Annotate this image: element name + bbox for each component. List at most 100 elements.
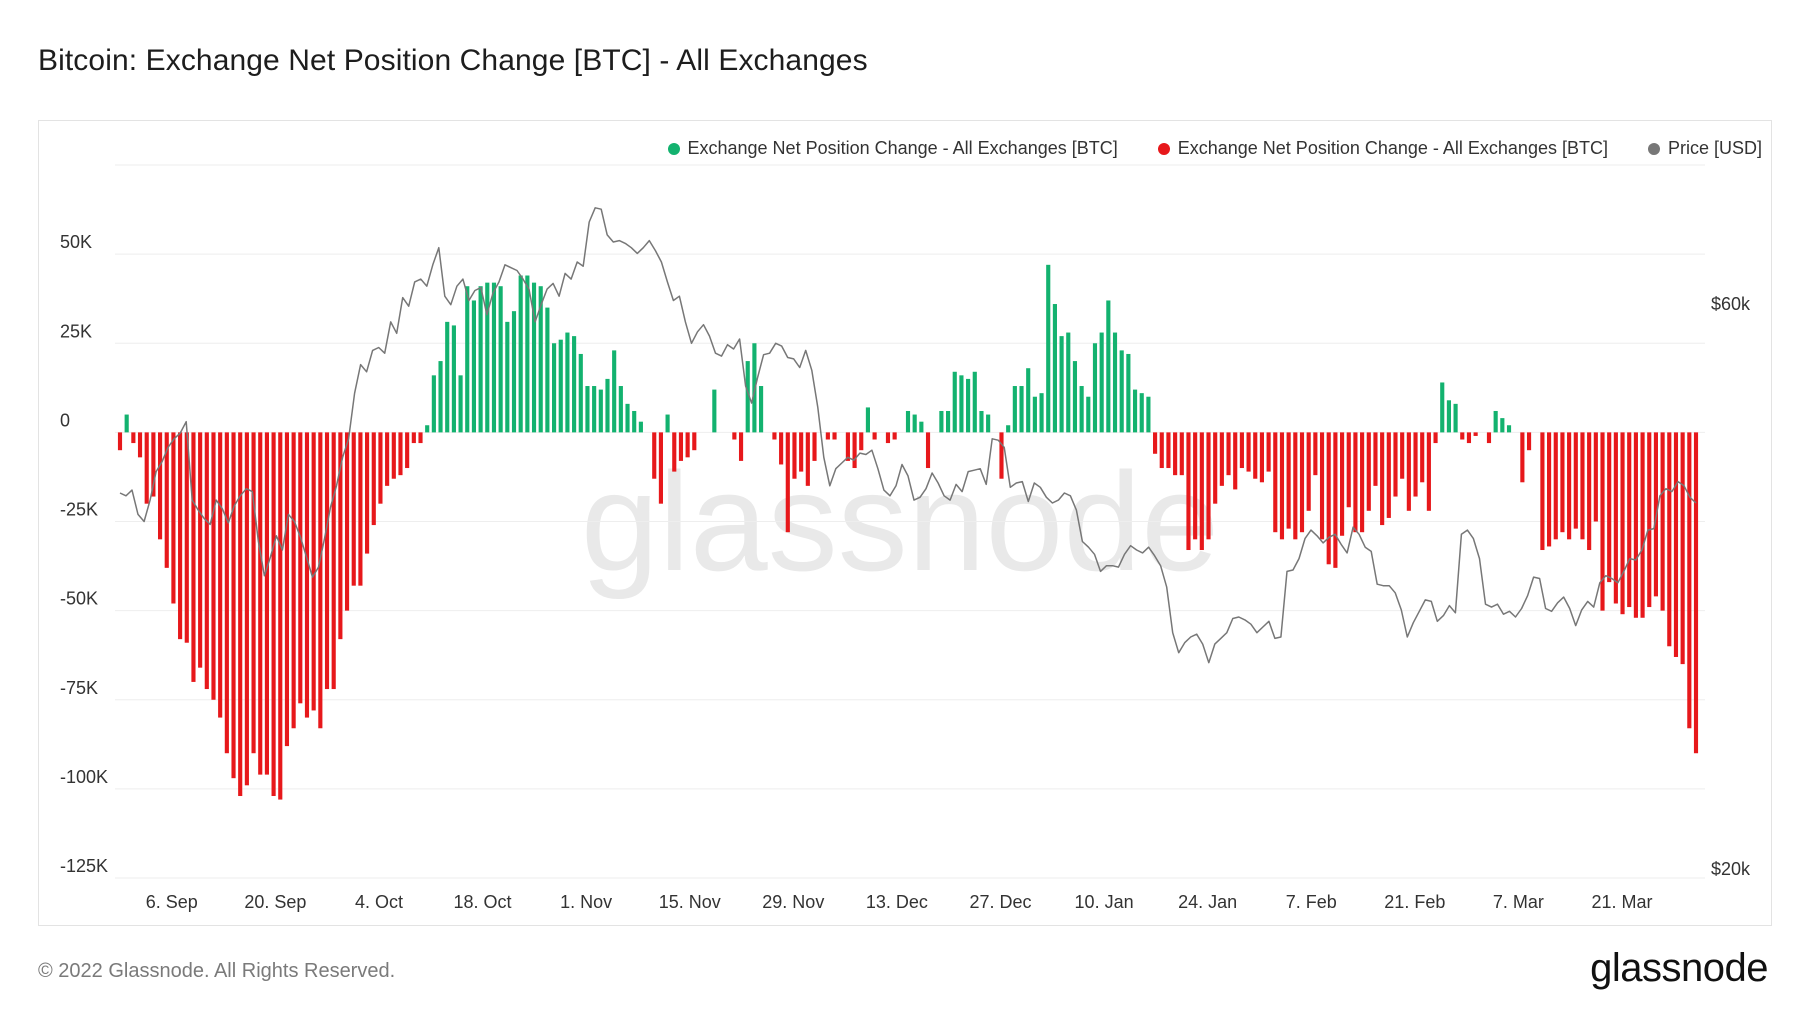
bar[interactable]	[1553, 432, 1558, 540]
bar[interactable]	[204, 432, 209, 690]
bar[interactable]	[1086, 396, 1091, 433]
bar[interactable]	[1413, 432, 1418, 497]
bar[interactable]	[218, 432, 223, 718]
bar[interactable]	[1299, 432, 1305, 533]
bar[interactable]	[672, 432, 677, 472]
bar[interactable]	[144, 432, 149, 504]
bar[interactable]	[612, 350, 617, 433]
bar[interactable]	[799, 432, 804, 472]
bar[interactable]	[278, 432, 283, 800]
bar[interactable]	[772, 432, 777, 440]
bar[interactable]	[1440, 382, 1445, 433]
bar[interactable]	[652, 432, 657, 479]
bar[interactable]	[318, 432, 323, 729]
bar[interactable]	[491, 282, 497, 433]
bar[interactable]	[578, 353, 583, 433]
bar[interactable]	[1426, 432, 1431, 511]
bar[interactable]	[391, 432, 396, 479]
bar[interactable]	[592, 386, 597, 433]
bar[interactable]	[779, 432, 784, 465]
bar[interactable]	[1246, 432, 1251, 472]
bar[interactable]	[745, 361, 750, 433]
bar[interactable]	[438, 361, 443, 433]
bar[interactable]	[1046, 264, 1051, 433]
bar[interactable]	[1326, 432, 1331, 565]
bar[interactable]	[565, 332, 570, 433]
bar[interactable]	[511, 311, 517, 433]
bar[interactable]	[852, 432, 857, 469]
bar[interactable]	[151, 432, 156, 497]
bar[interactable]	[251, 432, 256, 754]
bar[interactable]	[284, 432, 290, 747]
bar[interactable]	[1179, 432, 1184, 476]
bar[interactable]	[344, 432, 350, 611]
bar[interactable]	[885, 432, 891, 444]
bar[interactable]	[351, 432, 356, 586]
bar[interactable]	[1106, 300, 1111, 433]
bar[interactable]	[1693, 432, 1699, 754]
bar[interactable]	[1286, 432, 1291, 529]
bar[interactable]	[191, 432, 196, 682]
bar[interactable]	[959, 375, 964, 433]
bar[interactable]	[1373, 432, 1378, 486]
bar[interactable]	[324, 432, 330, 690]
bar[interactable]	[271, 432, 276, 797]
bar[interactable]	[1473, 432, 1478, 436]
bar[interactable]	[485, 282, 490, 433]
bar[interactable]	[1600, 432, 1605, 611]
bar[interactable]	[338, 432, 343, 640]
bar[interactable]	[405, 432, 410, 469]
bar[interactable]	[1406, 432, 1411, 511]
bar[interactable]	[164, 432, 169, 568]
bar[interactable]	[905, 410, 911, 433]
bar[interactable]	[171, 432, 176, 604]
bar[interactable]	[1640, 432, 1645, 618]
bar[interactable]	[1380, 432, 1385, 526]
bar[interactable]	[1039, 393, 1044, 433]
bar[interactable]	[1547, 432, 1552, 547]
bar[interactable]	[972, 371, 977, 433]
bar[interactable]	[498, 286, 503, 433]
bar[interactable]	[1560, 432, 1565, 533]
bar[interactable]	[785, 432, 790, 533]
bar[interactable]	[238, 432, 243, 797]
bar[interactable]	[759, 386, 764, 433]
bar[interactable]	[117, 432, 123, 451]
bar[interactable]	[1132, 389, 1138, 433]
bar[interactable]	[732, 432, 737, 440]
bar[interactable]	[264, 432, 269, 775]
bar[interactable]	[1453, 403, 1458, 433]
bar[interactable]	[1613, 432, 1618, 604]
bar[interactable]	[538, 286, 543, 433]
bar[interactable]	[224, 432, 229, 754]
bar[interactable]	[545, 307, 550, 433]
bar[interactable]	[632, 410, 637, 433]
bar[interactable]	[371, 432, 376, 526]
bar[interactable]	[912, 414, 917, 433]
bar[interactable]	[812, 432, 817, 461]
bar[interactable]	[304, 432, 310, 718]
bar[interactable]	[471, 300, 476, 433]
bar[interactable]	[1593, 432, 1598, 522]
bar[interactable]	[365, 432, 370, 554]
legend-item-outflow[interactable]: Exchange Net Position Change - All Excha…	[1157, 138, 1608, 159]
bar[interactable]	[1573, 432, 1578, 529]
bar[interactable]	[1420, 432, 1425, 483]
bar[interactable]	[131, 432, 136, 444]
bar[interactable]	[1660, 432, 1665, 611]
bar[interactable]	[1206, 432, 1211, 540]
bar[interactable]	[1126, 353, 1131, 433]
bar[interactable]	[685, 432, 690, 458]
bar[interactable]	[1393, 432, 1398, 497]
bar[interactable]	[1340, 432, 1345, 536]
bar[interactable]	[1099, 332, 1104, 433]
bar[interactable]	[1306, 432, 1311, 511]
bar[interactable]	[1066, 332, 1071, 433]
bar[interactable]	[1433, 432, 1438, 444]
bar[interactable]	[458, 375, 463, 433]
bar[interactable]	[678, 432, 684, 461]
bar[interactable]	[431, 375, 436, 433]
bar[interactable]	[1667, 432, 1672, 647]
bar[interactable]	[738, 432, 744, 461]
bar[interactable]	[712, 389, 717, 433]
